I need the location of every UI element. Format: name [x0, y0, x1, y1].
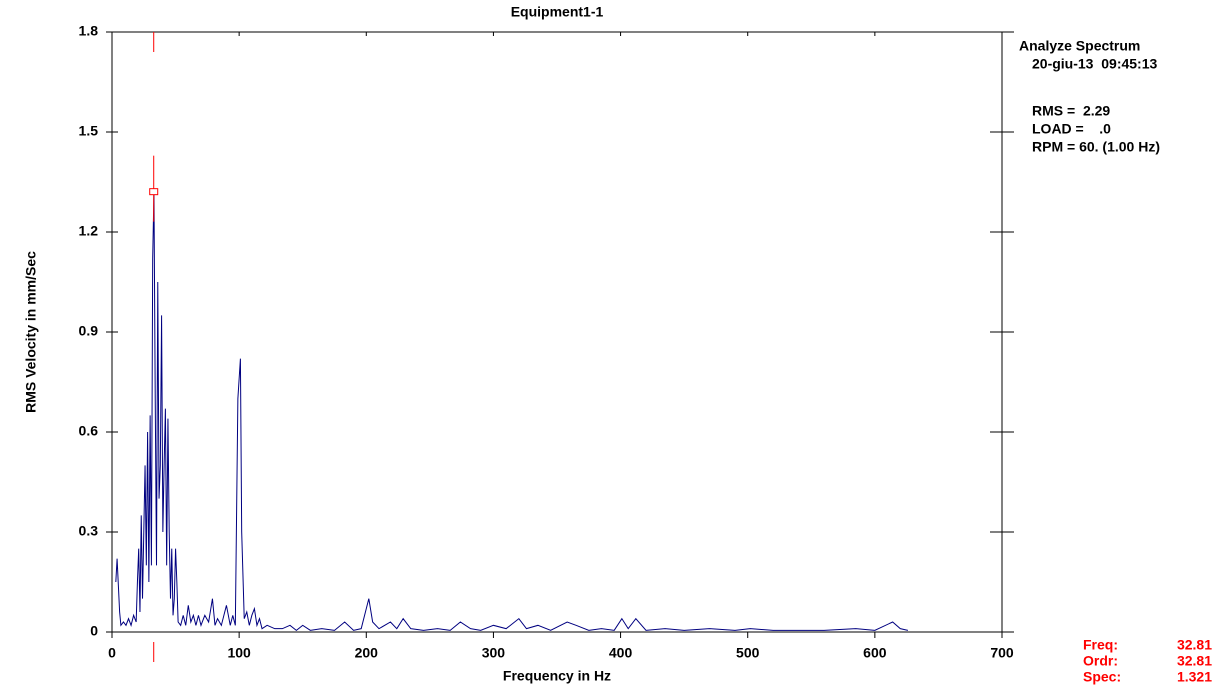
cursor-value: 32.81 [1177, 637, 1212, 653]
spectrum-line [115, 191, 909, 631]
x-tick-label: 500 [736, 645, 760, 661]
cursor-value: 1.321 [1177, 669, 1212, 685]
cursor-label: Ordr: [1083, 653, 1118, 669]
x-tick-label: 400 [609, 645, 633, 661]
chart-title: Equipment1-1 [511, 4, 604, 20]
y-tick-label: 0 [90, 623, 98, 639]
info-text: LOAD = .0 [1032, 121, 1111, 137]
x-tick-label: 300 [482, 645, 506, 661]
x-tick-label: 100 [227, 645, 251, 661]
cursor-label: Spec: [1083, 669, 1121, 685]
info-text: 20-giu-13 09:45:13 [1032, 56, 1157, 72]
x-axis-label: Frequency in Hz [503, 668, 611, 684]
x-tick-label: 700 [990, 645, 1014, 661]
y-tick-label: 1.2 [79, 223, 99, 239]
info-text: RPM = 60. (1.00 Hz) [1032, 139, 1160, 155]
y-tick-label: 0.6 [79, 423, 99, 439]
y-tick-label: 1.5 [79, 123, 99, 139]
info-text: Analyze Spectrum [1019, 38, 1140, 54]
y-tick-label: 1.8 [79, 23, 99, 39]
cursor-label: Freq: [1083, 637, 1118, 653]
y-tick-label: 0.9 [79, 323, 99, 339]
info-text: RMS = 2.29 [1032, 103, 1110, 119]
x-tick-label: 0 [108, 645, 116, 661]
x-tick-label: 600 [863, 645, 887, 661]
y-axis-label: RMS Velocity in mm/Sec [23, 251, 39, 413]
plot-frame [111, 31, 1003, 633]
x-tick-label: 200 [355, 645, 379, 661]
cursor-value: 32.81 [1177, 653, 1212, 669]
y-tick-label: 0.3 [79, 523, 99, 539]
cursor-marker [149, 188, 159, 196]
